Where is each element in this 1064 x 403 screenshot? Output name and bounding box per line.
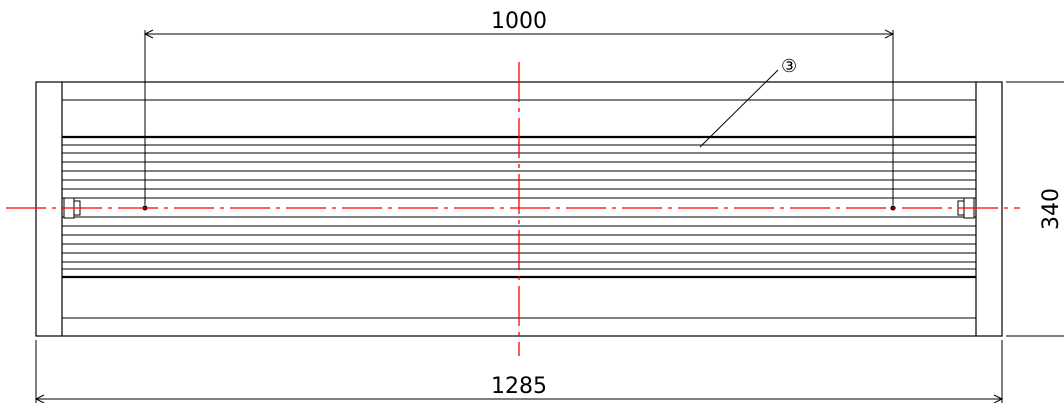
dimension-top-span (143, 29, 895, 205)
dimension-overall-length (34, 340, 1004, 403)
dimension-top-span-label: 1000 (491, 9, 547, 34)
dimension-height (1006, 81, 1064, 337)
dimension-overall-length-label: 1285 (491, 374, 547, 399)
dimension-height-label: 340 (1039, 188, 1064, 230)
callout-leader (699, 69, 779, 148)
callout-label: ③ (781, 56, 797, 77)
centerlines (6, 62, 1020, 356)
